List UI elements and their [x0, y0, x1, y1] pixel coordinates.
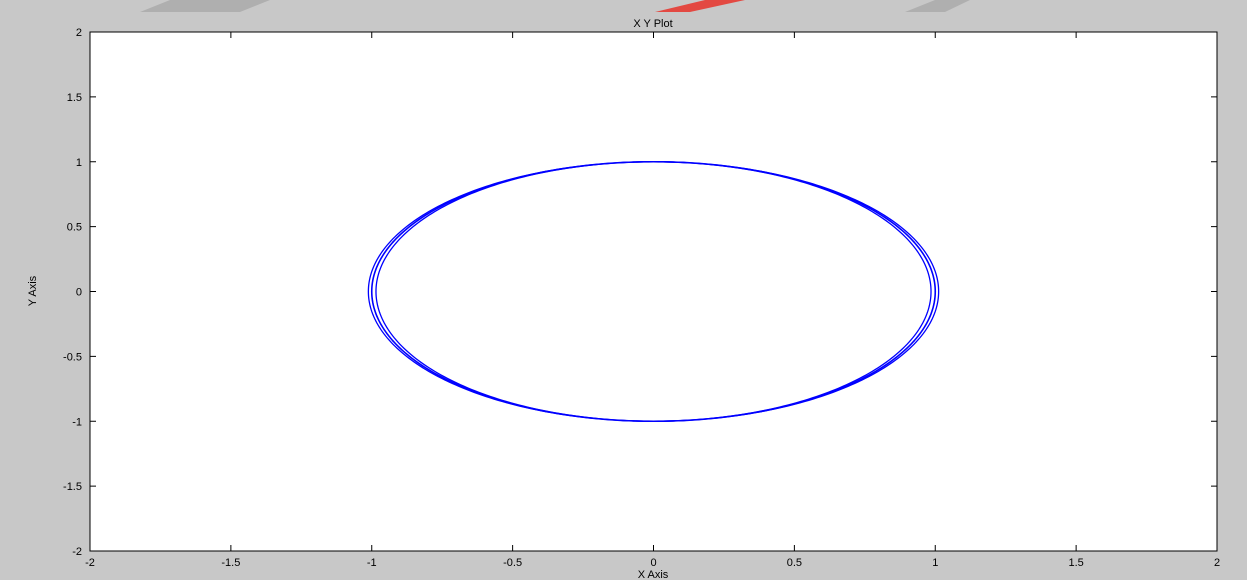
data-point [851, 382, 854, 385]
y-axis-label: Y Axis [27, 275, 39, 306]
series-line-band [367, 161, 940, 422]
y-tick-label: 1.5 [67, 92, 82, 104]
x-tick-label: -2 [85, 557, 95, 569]
data-point [370, 290, 373, 293]
x-tick-label: -1 [367, 557, 377, 569]
data-point [760, 170, 763, 173]
x-axis-ticks: -2 -1.5 -1 -0.5 0 0.5 1 1.5 2 [85, 32, 1220, 569]
y-tick-label: 0.5 [67, 222, 82, 234]
data-point [544, 410, 547, 413]
data-point [934, 290, 937, 293]
y-tick-label: -2 [72, 546, 82, 558]
watermark-stroke-red [655, 0, 745, 12]
watermark-stroke-gray-left [140, 0, 270, 12]
data-point [392, 241, 394, 243]
data-point [652, 160, 655, 163]
data-point [453, 382, 456, 385]
plot-area [89, 31, 1218, 552]
y-tick-label: -1.5 [63, 481, 82, 493]
data-point [392, 340, 394, 342]
y-tick-label: 2 [76, 27, 82, 39]
watermark-stroke-gray-right [905, 0, 970, 12]
x-tick-label: -1.5 [221, 557, 240, 569]
data-point [851, 198, 854, 201]
data-point [652, 420, 655, 423]
series-layer [367, 160, 940, 423]
y-tick-label: -1 [72, 416, 82, 428]
x-tick-label: 1.5 [1068, 557, 1083, 569]
data-point [760, 410, 763, 413]
y-tick-label: -0.5 [63, 351, 82, 363]
x-tick-label: 2 [1214, 557, 1220, 569]
data-point [913, 340, 915, 342]
x-tick-label: 0.5 [787, 557, 802, 569]
data-point [544, 170, 547, 173]
chart-title: X Y Plot [633, 18, 672, 30]
x-tick-label: 1 [932, 557, 938, 569]
x-tick-label: 0 [650, 557, 656, 569]
series-line-band [375, 161, 932, 422]
data-point [913, 241, 915, 243]
y-tick-label: 1 [76, 157, 82, 169]
x-tick-label: -0.5 [503, 557, 522, 569]
y-axis-ticks: -2 -1.5 -1 -0.5 0 0.5 1 1.5 2 [63, 27, 1217, 558]
x-axis-label: X Axis [638, 569, 669, 580]
data-point [453, 198, 456, 201]
watermark-decoration [140, 0, 970, 12]
y-tick-label: 0 [76, 287, 82, 299]
